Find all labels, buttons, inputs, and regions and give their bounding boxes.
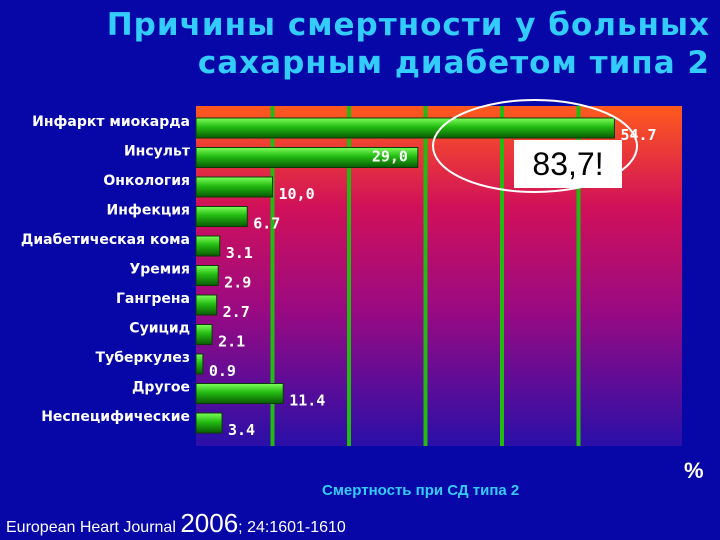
category-label: Диабетическая кома [21, 232, 190, 248]
bar [195, 412, 223, 434]
highlight-ellipse [432, 99, 638, 193]
bar [195, 176, 273, 198]
value-label: 3.4 [228, 421, 255, 439]
citation: European Heart Journal 2006; 24:1601-161… [6, 508, 346, 539]
bar [195, 265, 219, 286]
category-label: Онкология [103, 173, 190, 189]
unit-label: % [684, 458, 704, 483]
bar [195, 324, 213, 345]
callout-box: 83,7! [514, 140, 622, 188]
category-label: Суицид [129, 321, 190, 337]
bar [195, 117, 615, 139]
bar [195, 353, 204, 375]
category-label: Инфекция [107, 203, 190, 219]
category-label: Инсульт [124, 144, 191, 160]
citation-ref: ; 24:1601-1610 [238, 519, 346, 536]
bar [195, 147, 419, 168]
value-label: 54.7 [620, 126, 656, 144]
bar [195, 235, 221, 257]
bar [195, 383, 284, 404]
category-label: Уремия [129, 262, 190, 278]
value-label: 11.4 [289, 392, 325, 410]
value-label: 29,0 [372, 148, 408, 166]
category-label: Инфаркт миокарда [32, 114, 190, 130]
citation-journal: European Heart Journal [6, 519, 181, 536]
category-label: Другое [132, 380, 190, 396]
x-axis-label: Смертность при СД типа 2 [322, 482, 520, 499]
citation-year: 2006 [180, 508, 239, 538]
chart-title: Причины смертности у больных сахарным ди… [0, 6, 710, 82]
value-label: 2.1 [218, 333, 245, 351]
value-label: 2.9 [224, 274, 251, 292]
category-label: Гангрена [116, 291, 190, 307]
value-label: 0.9 [209, 362, 236, 380]
value-label: 3.1 [226, 244, 253, 262]
category-label: Туберкулез [96, 350, 190, 366]
bar [195, 206, 248, 227]
value-label: 2.7 [223, 303, 250, 321]
value-label: 10,0 [279, 185, 315, 203]
value-label: 6.7 [253, 215, 280, 233]
bar [195, 294, 218, 316]
title-line-2: сахарным диабетом типа 2 [197, 45, 710, 81]
category-label: Неспецифические [41, 409, 190, 425]
title-line-1: Причины смертности у больных [106, 7, 710, 43]
